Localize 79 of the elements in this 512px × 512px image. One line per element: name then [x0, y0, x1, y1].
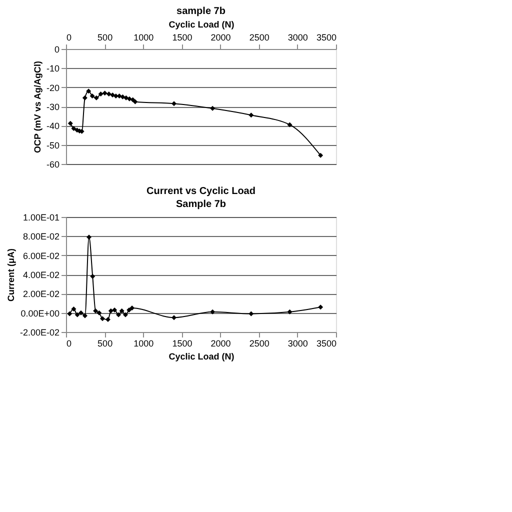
chart-title: Current vs Cyclic Load: [146, 186, 256, 197]
point: [90, 274, 96, 279]
point: [132, 99, 138, 104]
point: [67, 311, 72, 316]
point: [248, 311, 254, 316]
x-tick-label: 1500: [172, 32, 192, 42]
y-tick-label: 0.00E+00: [20, 308, 60, 318]
point: [130, 306, 135, 311]
point: [126, 307, 132, 312]
y-tick-label: -10: [46, 64, 60, 74]
x-tick-label: 1000: [134, 32, 154, 42]
point: [108, 308, 114, 314]
point: [119, 308, 124, 314]
x-tick-label: 1500: [172, 338, 192, 348]
y-tick-label: -30: [46, 102, 60, 112]
x-axis-title: Cyclic Load (N): [168, 352, 234, 362]
point: [100, 316, 105, 322]
point: [102, 90, 108, 96]
y-tick-label: 8.00E-02: [22, 232, 60, 242]
chart-title: sample 7b: [176, 6, 226, 17]
point: [172, 315, 176, 320]
y-tick-label: 2.00E-02: [22, 289, 60, 300]
point: [105, 317, 110, 322]
point: [120, 94, 126, 100]
point: [94, 95, 99, 100]
point: [172, 101, 176, 106]
x-tick-label: 3500: [316, 32, 336, 42]
x-tick-label: 500: [98, 32, 113, 42]
x-tick-label: 0: [66, 338, 72, 348]
point: [90, 93, 95, 98]
point: [318, 304, 324, 310]
point: [210, 309, 216, 314]
y-axis-title: OCP (mV vs Ag/AgCl): [32, 60, 42, 154]
point: [78, 310, 84, 316]
point: [287, 309, 292, 314]
point: [106, 92, 112, 97]
point: [86, 234, 92, 240]
x-tick-label: 2000: [210, 32, 231, 42]
y-tick-label: -40: [46, 121, 60, 132]
point: [86, 88, 92, 94]
point: [68, 120, 73, 126]
point: [126, 96, 132, 102]
x-tick-label: 2500: [249, 32, 270, 42]
point: [113, 93, 118, 98]
x-axis-title: Cyclic Load (N): [168, 20, 234, 30]
point: [82, 313, 88, 318]
point: [96, 310, 102, 316]
x-tick-label: 500: [98, 338, 113, 348]
point: [98, 92, 104, 97]
x-tick-label: 3000: [288, 32, 308, 42]
point: [287, 122, 292, 128]
point: [210, 106, 216, 111]
x-tick-label: 2000: [210, 338, 231, 348]
point: [122, 312, 128, 318]
point: [82, 95, 88, 100]
x-tick-label: 2500: [249, 338, 270, 348]
y-tick-label: -2.00E-02: [20, 328, 60, 338]
y-tick-label: 4.00E-02: [22, 270, 60, 280]
y-tick-label: 1.00E-01: [22, 212, 60, 222]
y-tick-label: -60: [46, 160, 60, 170]
point: [124, 95, 129, 100]
point: [74, 312, 80, 318]
point: [71, 306, 76, 312]
point: [116, 312, 122, 318]
point: [318, 152, 324, 158]
x-tick-label: 1000: [134, 338, 154, 348]
y-axis-title: Current (μA): [6, 248, 16, 302]
point: [71, 126, 76, 132]
y-tick-label: 0: [54, 44, 60, 54]
y-tick-label: 6.00E-02: [22, 250, 60, 261]
point: [248, 112, 254, 118]
chart-subtitle: Sample 7b: [176, 199, 226, 210]
point: [112, 307, 118, 312]
y-tick-label: -50: [46, 140, 60, 150]
point: [93, 308, 98, 314]
x-tick-label: 3500: [316, 338, 336, 348]
x-tick-label: 0: [66, 32, 72, 42]
y-tick-label: -20: [46, 82, 60, 93]
x-tick-label: 3000: [288, 338, 308, 348]
